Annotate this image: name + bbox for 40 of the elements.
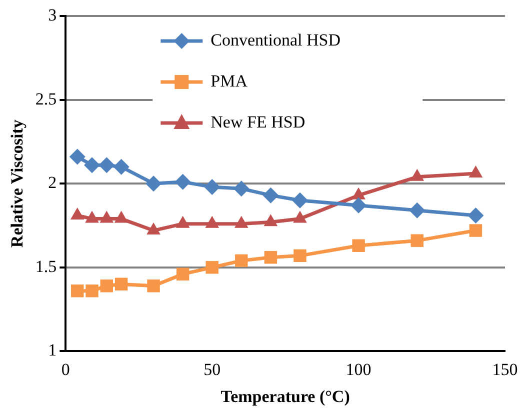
- y-tick-label: 2: [48, 173, 57, 192]
- point: [98, 157, 115, 174]
- point: [146, 176, 162, 192]
- point: [84, 157, 100, 174]
- point: [235, 254, 248, 268]
- legend-label: PMA: [210, 71, 248, 90]
- point: [264, 250, 278, 264]
- point: [469, 224, 482, 237]
- x-tick-label: 150: [492, 360, 518, 379]
- y-axis-title: Relative Viscosity: [8, 119, 27, 248]
- x-axis-title: Temperature (°C): [220, 387, 350, 406]
- point: [100, 279, 114, 292]
- y-tick-label: 1: [48, 340, 57, 360]
- legend-label: Conventional HSD: [210, 30, 341, 50]
- point: [233, 180, 250, 197]
- point: [262, 187, 279, 204]
- point: [294, 249, 306, 262]
- point: [174, 174, 191, 190]
- y-tick-label: 3: [48, 5, 57, 24]
- x-tick-label: 50: [204, 360, 221, 379]
- point: [176, 268, 190, 280]
- legend-label: New FE HSD: [210, 112, 306, 132]
- point: [69, 148, 86, 165]
- point: [147, 279, 160, 292]
- x-tick-label: 100: [346, 360, 372, 379]
- x-tick-label: 0: [61, 360, 70, 379]
- point: [71, 284, 84, 298]
- y-tick-label: 1.5: [35, 256, 57, 276]
- point: [113, 158, 130, 175]
- point: [410, 234, 424, 247]
- point: [114, 278, 128, 291]
- point: [204, 178, 220, 195]
- point: [86, 284, 98, 298]
- point: [206, 261, 218, 274]
- point: [292, 192, 308, 208]
- point: [409, 202, 426, 218]
- point: [468, 207, 484, 224]
- point: [352, 239, 365, 252]
- point: [350, 197, 367, 214]
- y-tick-label: 2.5: [35, 89, 57, 108]
